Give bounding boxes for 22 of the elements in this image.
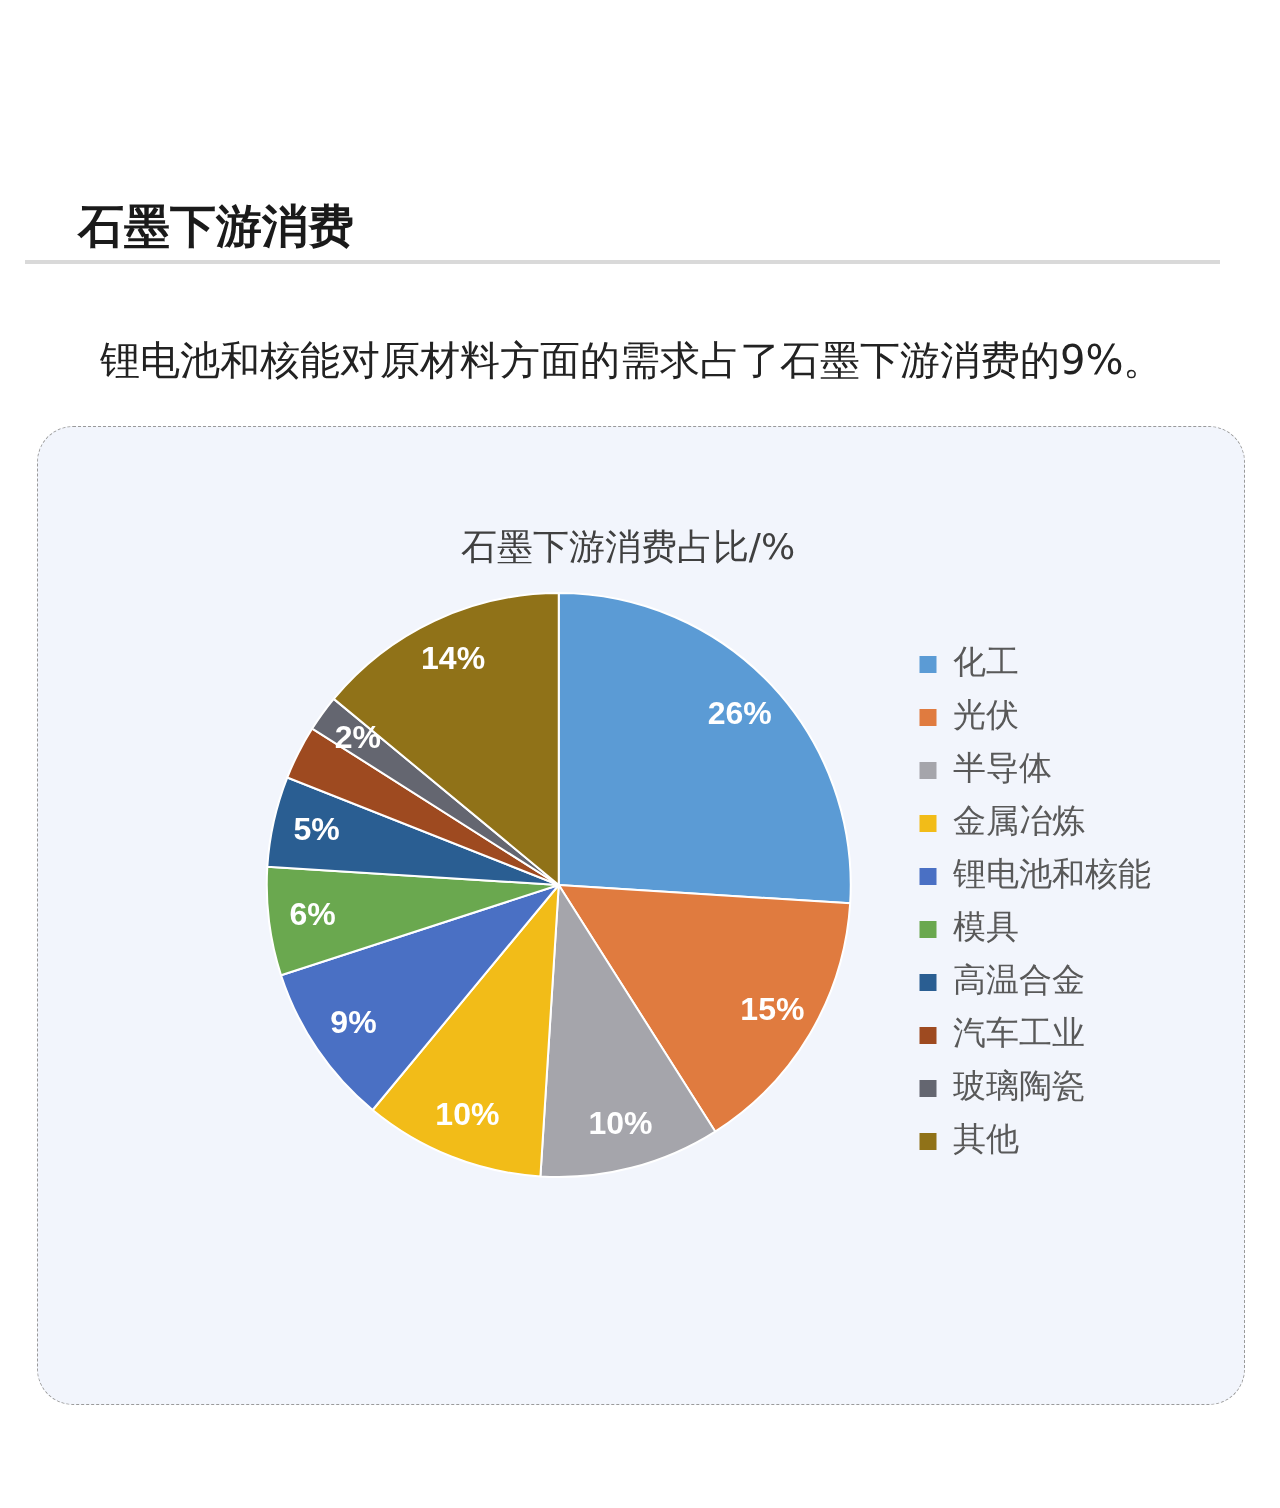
data-label: 15% [740, 991, 805, 1028]
legend-label: 高温合金 [953, 960, 1085, 1000]
data-label: 10% [435, 1095, 500, 1132]
data-label: 26% [707, 694, 772, 731]
text: 石墨下游消费 [78, 198, 354, 255]
legend-label: 锂电池和核能 [952, 854, 1151, 894]
legend-label: 玻璃陶瓷 [953, 1066, 1085, 1106]
legend-label: 金属冶炼 [953, 801, 1085, 841]
legend-label: 半导体 [953, 748, 1052, 788]
data-label: 9% [330, 1004, 377, 1041]
chart-title: 石墨下游消费占比/% [460, 525, 796, 569]
data-label: 5% [293, 810, 340, 847]
legend-label: 化工 [953, 642, 1019, 682]
data-label: 6% [289, 895, 336, 932]
data-label: 14% [421, 640, 486, 677]
data-label: 10% [588, 1105, 653, 1142]
legend-label: 其他 [953, 1119, 1019, 1159]
legend-label: 模具 [953, 907, 1019, 947]
legend-label: 汽车工业 [953, 1013, 1085, 1053]
legend-label: 光伏 [953, 695, 1019, 735]
chart-subtitle: 锂电池和核能对原材料方面的需求占了石墨下游消费的9%。 [100, 336, 1164, 385]
data-label: 2% [334, 718, 382, 755]
